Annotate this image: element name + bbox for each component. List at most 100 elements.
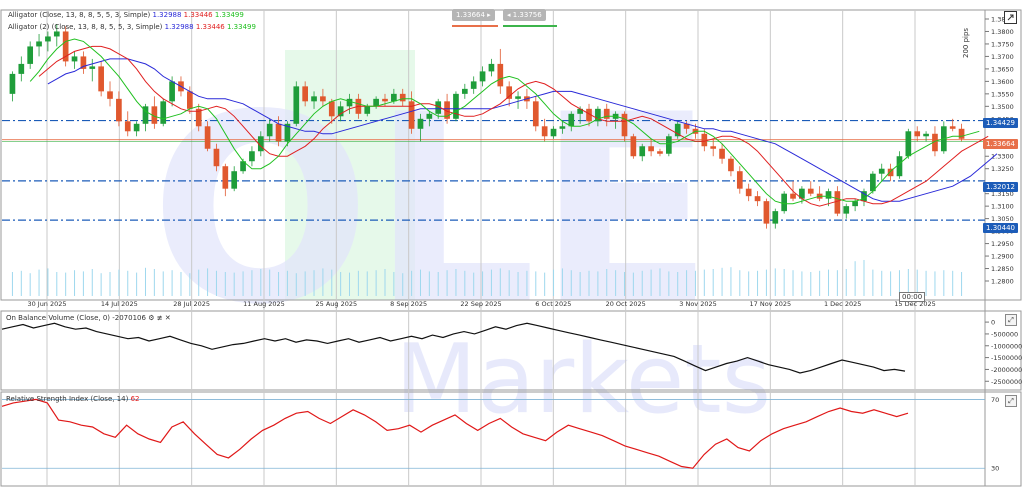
obv-title: On Balance Volume (Close, 0) xyxy=(6,314,111,322)
candle-body xyxy=(861,191,867,202)
volume-bar xyxy=(278,272,280,296)
ask-button[interactable]: ◂ 1.33756 xyxy=(503,9,546,21)
candle-body xyxy=(213,148,220,167)
candle-body xyxy=(870,173,876,192)
date-label: 15 Dec 2025 xyxy=(894,300,936,308)
date-label: 20 Oct 2025 xyxy=(606,300,646,308)
volume-bar xyxy=(579,272,581,296)
volume-bar xyxy=(56,272,58,296)
volume-bar xyxy=(419,269,421,296)
volume-bar xyxy=(668,271,670,296)
candle-body xyxy=(905,131,912,157)
rsi-tick-label: 70 xyxy=(991,396,999,404)
volume-bar xyxy=(437,272,439,296)
alligator-2-jaw-value: 1.32988 xyxy=(164,23,194,31)
main-pane-frame xyxy=(0,9,1022,301)
candle-body xyxy=(745,188,752,197)
candle-body xyxy=(18,63,25,74)
candle-body xyxy=(240,161,246,172)
volume-bar xyxy=(91,269,93,296)
date-label: 17 Nov 2025 xyxy=(750,300,792,308)
rsi-maximize-icon[interactable]: ⤢ xyxy=(1005,395,1017,407)
volume-bar xyxy=(428,271,430,296)
candle-body xyxy=(550,128,557,137)
date-label: 1 Dec 2025 xyxy=(824,300,861,308)
volume-bar xyxy=(925,270,927,296)
bid-button[interactable]: 1.33664 ▸ xyxy=(452,9,495,21)
candle-body xyxy=(515,96,521,99)
pips-label: 200 pips xyxy=(962,27,970,58)
candle-body xyxy=(89,66,96,69)
volume-bar xyxy=(854,261,856,296)
volume-bar xyxy=(473,272,475,296)
volume-bar xyxy=(38,269,40,296)
alligator-legend-2-label: Alligator (2) (Close, 13, 8, 8, 5, 5, 3,… xyxy=(8,23,163,31)
volume-bar xyxy=(100,273,102,296)
volume-bar xyxy=(109,272,111,296)
candle-body xyxy=(559,126,566,129)
volume-bar xyxy=(136,272,138,296)
candle-body xyxy=(541,126,548,137)
obv-maximize-icon[interactable]: ⤢ xyxy=(1005,314,1017,326)
settings-icon[interactable]: ⚙ xyxy=(148,314,155,322)
price-tick-label: 1.3050 xyxy=(991,215,1014,223)
volume-bar xyxy=(490,269,492,296)
candle-body xyxy=(807,188,814,194)
volume-bar xyxy=(588,270,590,296)
candle-body xyxy=(834,191,841,214)
candle-body xyxy=(683,123,690,129)
countdown-label: 00:00 xyxy=(899,292,926,302)
candle-body xyxy=(426,113,433,119)
volume-bar xyxy=(836,270,838,296)
volume-bar xyxy=(286,270,288,296)
alligator-2-teeth-value: 1.33446 xyxy=(195,23,225,31)
price-tick-label: 1.3150 xyxy=(991,190,1014,198)
candle-body xyxy=(231,171,238,189)
volume-bar xyxy=(260,269,262,296)
volume-bar xyxy=(881,270,883,296)
candle-body xyxy=(728,158,734,172)
sliders-icon[interactable]: ≢ xyxy=(156,314,163,322)
candle-body xyxy=(116,98,122,122)
volume-bar xyxy=(251,270,253,296)
volume-bar xyxy=(890,271,892,296)
candle-body xyxy=(391,93,397,102)
alligator-jaw-line xyxy=(47,58,998,202)
volume-bar xyxy=(118,269,120,296)
obv-legend: On Balance Volume (Close, 0) -2070106 ⚙ … xyxy=(6,314,171,322)
volume-bar xyxy=(207,268,209,296)
price-tick-label: 1.3850 xyxy=(991,15,1014,23)
candle-body xyxy=(53,31,60,37)
bid-value: 1.33664 xyxy=(456,11,485,19)
candle-body xyxy=(187,91,193,109)
candle-body xyxy=(914,131,921,137)
candle-body xyxy=(710,146,717,149)
candle-body xyxy=(9,73,16,94)
candle-body xyxy=(932,133,938,152)
volume-bar xyxy=(952,270,954,296)
volume-bar xyxy=(792,270,794,296)
date-label: 6 Oct 2025 xyxy=(535,300,571,308)
obv-tick-label: -500000 xyxy=(991,330,1018,338)
close-icon[interactable]: ✕ xyxy=(164,314,171,322)
level-tag-2: 1.32012 xyxy=(983,182,1018,192)
candle-body xyxy=(435,101,442,114)
volume-bar xyxy=(801,271,803,296)
candle-body xyxy=(843,206,850,214)
candle-body xyxy=(763,201,770,224)
candle-body xyxy=(754,196,761,202)
volume-bar xyxy=(393,272,395,296)
volume-bar xyxy=(295,273,297,296)
volume-bar xyxy=(916,269,918,296)
volume-bar xyxy=(623,272,625,296)
volume-bar xyxy=(304,271,306,296)
candle-body xyxy=(311,96,317,102)
candle-body xyxy=(160,101,167,124)
volume-bar xyxy=(74,270,76,296)
candle-body xyxy=(444,101,450,119)
expand-icon[interactable] xyxy=(1004,11,1017,24)
volume-bar xyxy=(162,271,164,296)
candle-body xyxy=(772,211,779,224)
volume-bar xyxy=(712,269,714,296)
